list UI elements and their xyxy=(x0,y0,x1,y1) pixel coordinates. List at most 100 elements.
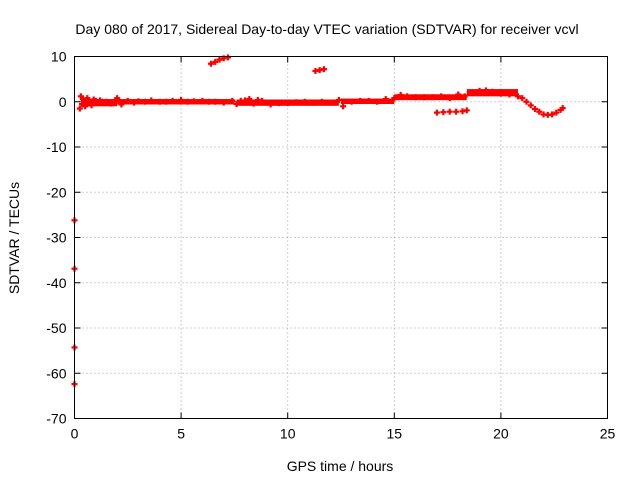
data-point xyxy=(199,97,206,104)
data-point xyxy=(163,98,170,105)
data-point xyxy=(438,93,445,100)
y-tick-label: -50 xyxy=(46,320,66,336)
data-point xyxy=(340,103,347,110)
data-point xyxy=(476,87,483,94)
data-point xyxy=(250,100,257,107)
x-axis-label: GPS time / hours xyxy=(287,458,394,474)
data-point xyxy=(178,96,185,103)
grid-layer xyxy=(74,56,608,419)
data-point xyxy=(301,98,308,105)
y-tick-label: -20 xyxy=(46,184,66,200)
data-point xyxy=(107,100,114,107)
x-tick-label: 25 xyxy=(600,426,616,442)
x-tick-label: 10 xyxy=(280,426,296,442)
data-point xyxy=(412,94,419,101)
data-point xyxy=(523,98,530,105)
y-tick-label: 0 xyxy=(59,94,67,110)
data-point xyxy=(335,96,342,103)
data-point xyxy=(216,56,223,63)
data-point xyxy=(519,95,526,102)
x-tick-label: 0 xyxy=(71,426,79,442)
y-tick-label: -60 xyxy=(46,365,66,381)
data-point xyxy=(461,93,468,100)
data-point xyxy=(549,111,556,118)
data-point xyxy=(229,97,236,104)
data-point xyxy=(124,97,131,104)
data-point xyxy=(259,97,266,104)
data-point xyxy=(276,100,283,107)
data-point xyxy=(446,108,453,115)
data-point xyxy=(357,97,364,104)
data-point xyxy=(453,108,460,115)
data-point xyxy=(76,105,83,112)
data-point xyxy=(135,98,142,105)
data-point xyxy=(506,91,513,98)
data-point xyxy=(86,98,93,105)
x-tick-label: 5 xyxy=(177,426,185,442)
data-point xyxy=(497,90,504,97)
data-point xyxy=(131,99,138,106)
x-tick-label: 20 xyxy=(493,426,509,442)
data-point xyxy=(246,96,253,103)
y-tick-label: -40 xyxy=(46,275,66,291)
data-point xyxy=(84,95,91,102)
data-point xyxy=(212,58,219,65)
data-point xyxy=(397,91,404,98)
data-layer xyxy=(71,54,566,388)
data-point xyxy=(169,97,176,104)
y-tick-label: -70 xyxy=(46,411,66,427)
data-point xyxy=(446,95,453,102)
data-point xyxy=(404,93,411,100)
data-point xyxy=(536,108,543,115)
chart-title: Day 080 of 2017, Sidereal Day-to-day VTE… xyxy=(75,21,578,37)
data-point xyxy=(468,89,475,96)
data-point xyxy=(382,96,389,103)
data-point xyxy=(463,107,470,114)
data-point xyxy=(320,66,327,73)
data-point xyxy=(88,102,95,109)
data-point xyxy=(455,91,462,98)
data-band xyxy=(117,99,235,105)
data-point xyxy=(103,98,110,105)
tick-layer: 0 5 10 15 20 25 10 0 -10 -20 -30 -40 -50 -60 -70 xyxy=(46,49,615,442)
data-point xyxy=(348,98,355,105)
data-point xyxy=(207,60,214,67)
data-point xyxy=(559,105,566,112)
data-point xyxy=(190,98,197,105)
data-point xyxy=(553,109,560,116)
data-point xyxy=(318,98,325,105)
data-point xyxy=(82,103,89,110)
data-point xyxy=(429,94,436,101)
data-point xyxy=(220,99,227,106)
data-point xyxy=(482,87,489,94)
data-point xyxy=(148,97,155,104)
data-point xyxy=(225,54,232,61)
data-point xyxy=(514,93,521,100)
y-tick-label: -10 xyxy=(46,139,66,155)
data-point xyxy=(374,98,381,105)
data-point xyxy=(156,98,163,105)
y-axis-label: SDTVAR / TECUs xyxy=(6,182,22,294)
data-point xyxy=(267,101,274,108)
data-point xyxy=(527,102,534,109)
data-point xyxy=(118,101,125,108)
y-tick-label: 10 xyxy=(51,49,67,65)
data-point xyxy=(365,97,372,104)
data-point xyxy=(284,100,291,107)
data-point xyxy=(212,98,219,105)
data-point xyxy=(421,94,428,101)
data-point xyxy=(532,105,539,112)
data-point xyxy=(205,98,212,105)
data-point xyxy=(184,98,191,105)
data-point xyxy=(114,95,121,102)
x-tick-label: 15 xyxy=(387,426,403,442)
data-point xyxy=(293,99,300,106)
data-point xyxy=(233,101,240,108)
data-point xyxy=(440,109,447,116)
y-tick-label: -30 xyxy=(46,230,66,246)
data-point xyxy=(242,97,249,104)
data-point xyxy=(391,95,398,102)
data-point xyxy=(489,88,496,95)
data-point xyxy=(310,99,317,106)
